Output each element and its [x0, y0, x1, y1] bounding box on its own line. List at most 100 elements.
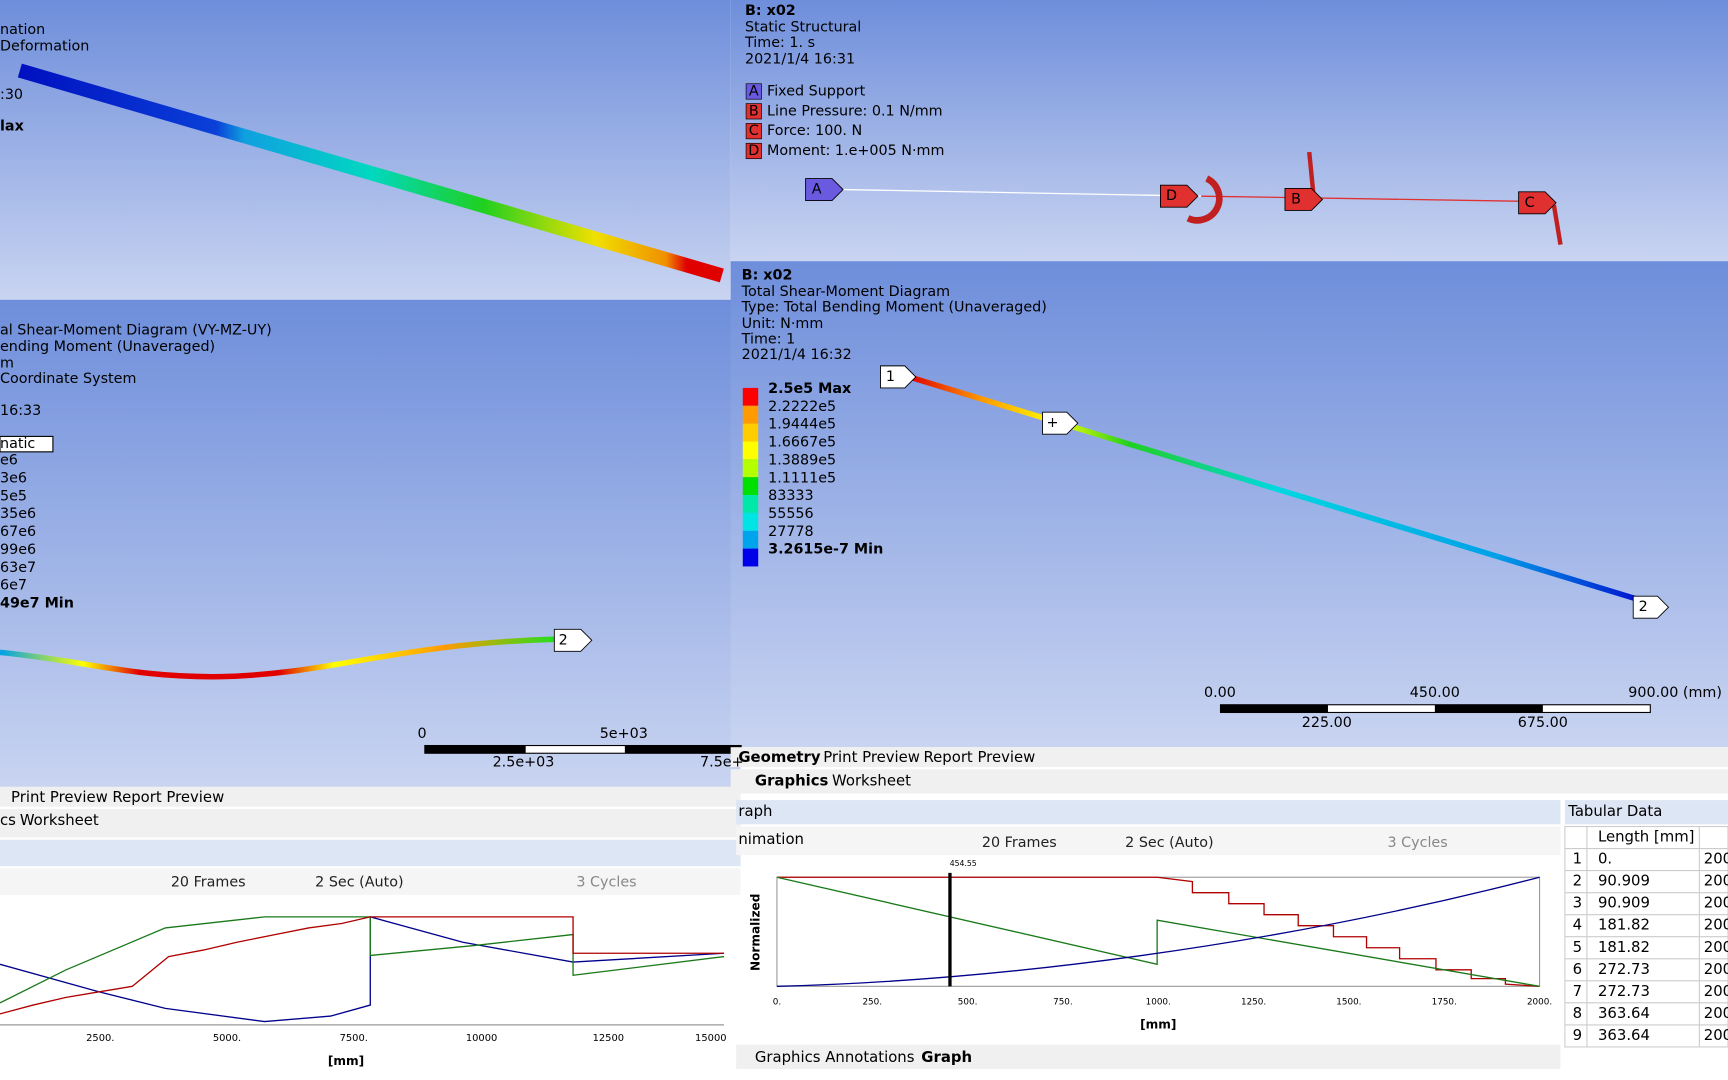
table-cell: 4	[1573, 916, 1582, 934]
table-cell: 181.82	[1598, 938, 1650, 956]
label: 16:33	[0, 403, 41, 419]
probe-flag	[1632, 595, 1670, 619]
x-tick-label: 0.	[773, 997, 781, 1007]
toolbar	[736, 826, 1561, 856]
graph-frame	[776, 876, 1541, 987]
beam	[908, 374, 1643, 604]
axis-label: [mm]	[1140, 1017, 1176, 1031]
tab[interactable]: Graphics Annotations	[755, 1048, 915, 1066]
x-tick-label: 5000.	[213, 1033, 241, 1044]
legend-swatch	[742, 459, 759, 478]
force-arrow	[1307, 151, 1316, 197]
table-cell: 200	[1704, 1004, 1728, 1022]
legend-label: 99e6	[0, 542, 36, 558]
table-cell: 363.64	[1598, 1026, 1650, 1044]
legend-label: 6e7	[0, 578, 27, 594]
force-arrow	[1551, 204, 1563, 246]
legend-swatch	[742, 477, 759, 496]
table-cell: 90.909	[1598, 872, 1650, 890]
legend-label: 35e6	[0, 506, 36, 522]
probe-label: 2	[1639, 599, 1648, 615]
table-cell: 272.73	[1598, 960, 1650, 978]
line-body	[843, 188, 1202, 197]
probe-label: C	[1525, 195, 1535, 211]
legend-swatch	[742, 495, 759, 513]
legend-swatch	[742, 387, 759, 406]
tab[interactable]: Worksheet	[832, 771, 911, 789]
table-cell: 200	[1704, 872, 1728, 890]
load-swatch	[745, 123, 762, 140]
tab[interactable]: Print Preview	[823, 748, 920, 766]
x-tick-label: 1750.	[1432, 997, 1457, 1007]
legend-swatch	[742, 530, 759, 549]
scale-label: 450.00	[1410, 685, 1460, 701]
table-cell: 200	[1704, 850, 1728, 868]
tab[interactable]: Graphics	[755, 771, 829, 789]
table-cell: 272.73	[1598, 982, 1650, 1000]
x-tick-label: 1000.	[1146, 997, 1171, 1007]
label: Time: 1. s	[744, 35, 815, 51]
beam	[0, 636, 557, 680]
legend-label: 83333	[768, 488, 814, 504]
label: 20 Frames	[171, 875, 246, 891]
load-tag: B	[749, 103, 759, 119]
label: Length [mm]	[1598, 828, 1695, 846]
tab-bar	[0, 786, 741, 807]
x-tick-label: 1250.	[1241, 997, 1266, 1007]
x-tick-label: 250.	[862, 997, 882, 1007]
label: Moment: 1.e+005 N·mm	[767, 143, 944, 159]
scale-label: 900.00 (mm)	[1628, 685, 1722, 701]
x-tick-label: 750.	[1053, 997, 1073, 1007]
legend-label: 49e7 Min	[0, 595, 74, 611]
x-tick-label: 1500.	[1336, 997, 1361, 1007]
tab[interactable]: Report Preview	[924, 748, 1036, 766]
legend-label: 55556	[768, 506, 814, 522]
legend-label: 1.3889e5	[768, 452, 836, 468]
tab[interactable]: Geometry	[738, 748, 820, 766]
x-tick-label: 2000.	[1527, 997, 1552, 1007]
label: B: x02	[742, 268, 793, 284]
viewport	[0, 0, 731, 300]
legend-swatch	[742, 548, 759, 567]
label: Line Pressure: 0.1 N/mm	[767, 103, 943, 119]
label: natic	[0, 436, 35, 452]
viewport	[730, 261, 1728, 748]
label: nimation	[738, 830, 804, 848]
label: Deformation	[0, 38, 89, 54]
legend-label: 1.1111e5	[768, 470, 836, 486]
table-cell: 200	[1704, 916, 1728, 934]
legend-label: 67e6	[0, 524, 36, 540]
x-tick-label: 500.	[958, 997, 978, 1007]
tab[interactable]: Print Preview	[11, 788, 108, 806]
probe-label: B	[1291, 191, 1301, 207]
tab-bar	[730, 769, 1728, 794]
x-tick-label: 15000	[695, 1033, 727, 1044]
line-body	[1201, 195, 1549, 203]
label: Type: Total Bending Moment (Unaveraged)	[741, 299, 1047, 315]
scale-label: 0	[418, 726, 427, 742]
label: Force: 100. N	[767, 123, 862, 139]
viewport	[730, 0, 1728, 262]
tab[interactable]: Graph	[921, 1048, 972, 1066]
scale-label: 2.5e+03	[493, 755, 555, 771]
probe-flag	[1518, 191, 1557, 215]
legend-swatch	[742, 423, 759, 442]
label: Static Structural	[745, 20, 861, 36]
viewport	[0, 299, 741, 787]
load-swatch	[745, 103, 762, 120]
label: 2 Sec (Auto)	[1125, 835, 1213, 851]
load-tag: A	[749, 83, 759, 99]
probe-label: A	[812, 182, 822, 198]
label: Fixed Support	[767, 83, 866, 99]
scale-label: 7.5e+	[700, 755, 744, 771]
scale-label: 0.00	[1204, 685, 1236, 701]
tab[interactable]: Report Preview	[112, 788, 224, 806]
load-swatch	[745, 142, 762, 160]
tab[interactable]: cs	[0, 811, 16, 829]
label: ending Moment (Unaveraged)	[0, 339, 215, 355]
load-tag: D	[748, 143, 759, 159]
legend-box	[0, 435, 54, 453]
label: lax	[0, 119, 25, 135]
scale-bar	[1219, 704, 1651, 714]
tab[interactable]: Worksheet	[20, 811, 99, 829]
